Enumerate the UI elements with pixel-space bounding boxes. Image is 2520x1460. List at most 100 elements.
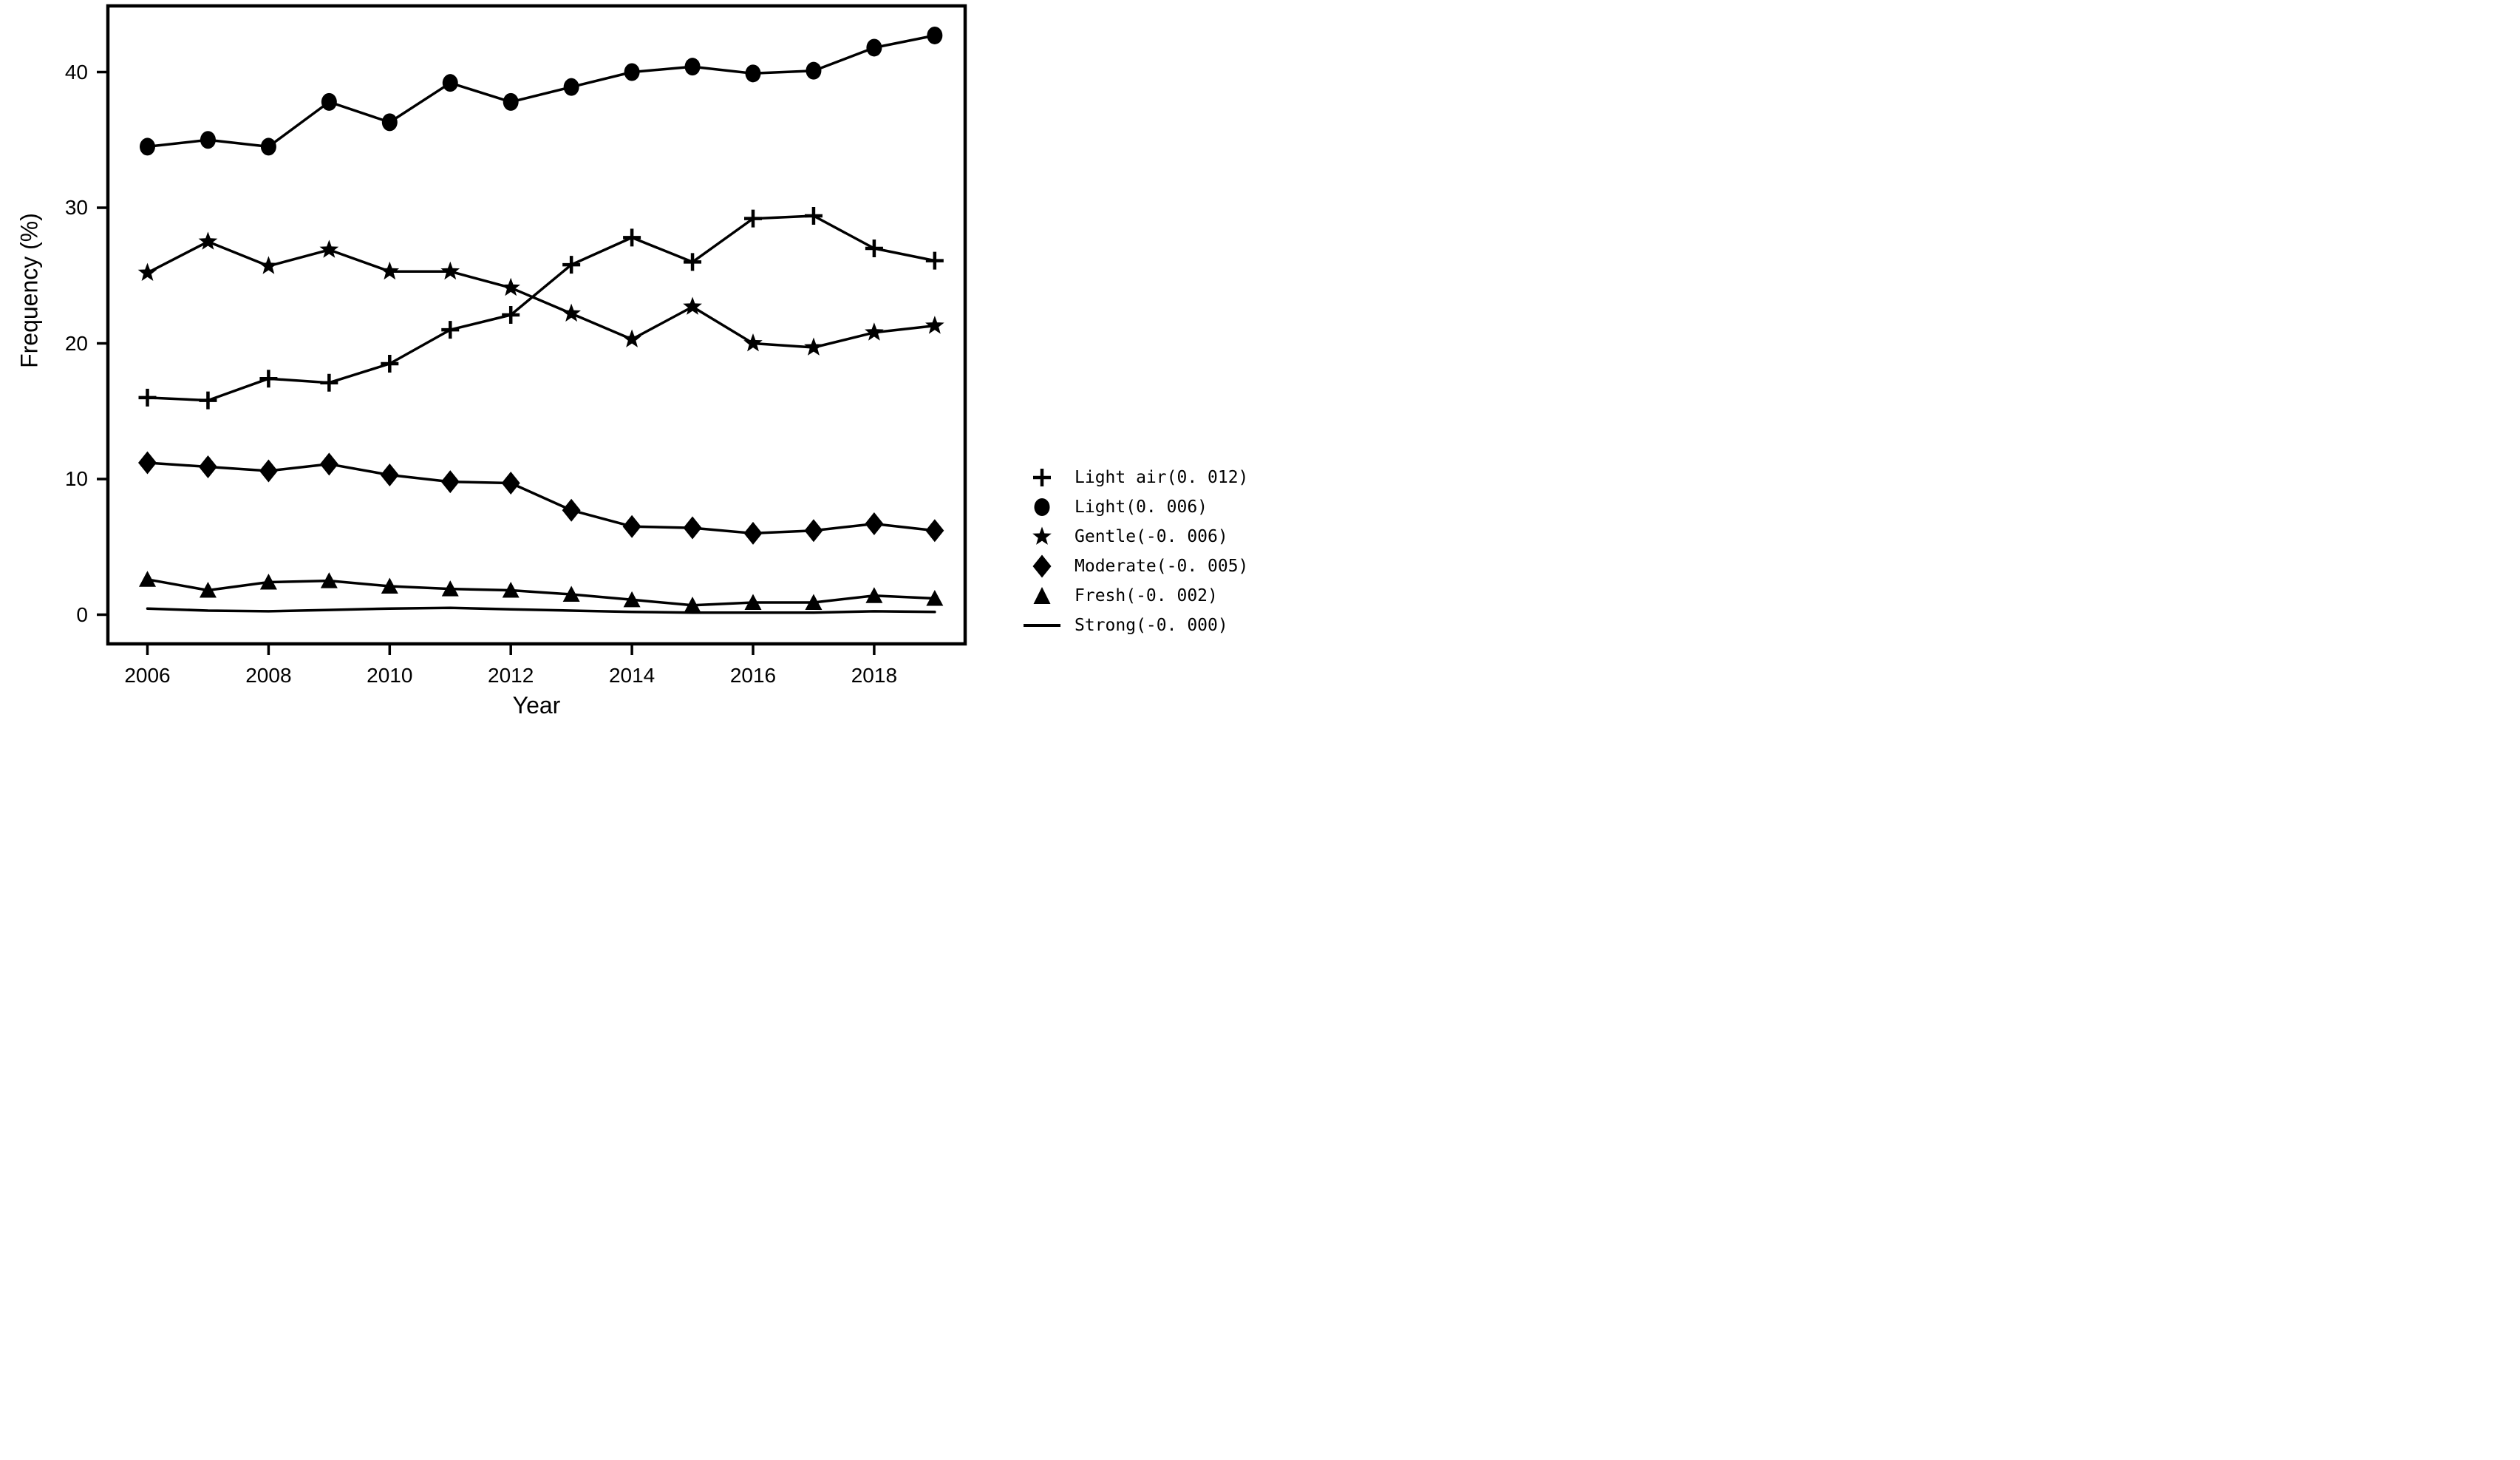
series-marker-light — [260, 137, 276, 156]
series-marker-fresh — [259, 573, 277, 590]
series-marker-light-air — [441, 321, 460, 339]
x-tick-label: 2018 — [851, 664, 898, 687]
series-marker-light — [140, 137, 155, 156]
legend-row-light-air: Light air(0. 012) — [1021, 463, 1248, 492]
series-marker-gentle — [622, 329, 641, 347]
series-marker-moderate — [501, 472, 520, 495]
series-marker-moderate — [319, 452, 338, 476]
series-marker-gentle — [501, 277, 520, 296]
y-tick-label: 10 — [64, 467, 88, 490]
x-tick-label: 2006 — [124, 664, 171, 687]
series-marker-moderate — [198, 455, 217, 478]
series-marker-light-air — [259, 370, 278, 388]
y-tick-label: 40 — [64, 60, 88, 84]
series-marker-light — [200, 131, 216, 149]
series-marker-light-air — [623, 228, 641, 247]
y-tick-label: 0 — [76, 602, 88, 626]
legend-label-fresh: Fresh(-0. 002) — [1075, 586, 1218, 605]
series-line-fresh — [146, 578, 936, 607]
series-marker-gentle — [380, 261, 400, 280]
series-marker-fresh — [623, 591, 641, 608]
series-marker-light — [927, 26, 943, 44]
series-marker-fresh — [502, 581, 520, 598]
series-marker-moderate — [925, 519, 944, 543]
series-marker-light — [624, 63, 640, 81]
circle-marker-icon — [1034, 498, 1050, 516]
x-tick-label: 2014 — [608, 664, 655, 687]
legend-label-light: Light(0. 006) — [1075, 498, 1208, 517]
series-marker-fresh — [926, 589, 944, 606]
series-marker-moderate — [562, 498, 581, 522]
series-marker-light-air — [562, 256, 581, 274]
legend-label-strong: Strong(-0. 000) — [1075, 616, 1228, 635]
series-marker-gentle — [562, 303, 581, 322]
series-marker-gentle — [743, 333, 763, 352]
series-marker-fresh — [320, 572, 338, 588]
series-marker-fresh — [441, 580, 459, 597]
legend: Light air(0. 012) Light(0. 006) Gentle(-… — [1021, 463, 1248, 640]
legend-label-light-air: Light air(0. 012) — [1075, 468, 1249, 487]
figure-canvas: Frequency (%) Year 0 10 20 30 40 2006 2008 2010… — [0, 0, 1260, 730]
series-marker-light-air — [804, 207, 823, 225]
series-marker-moderate — [259, 459, 278, 483]
series-marker-gentle — [137, 262, 157, 281]
series-marker-light-air — [199, 391, 217, 410]
series-marker-fresh — [139, 571, 156, 587]
series-marker-light — [381, 113, 398, 132]
series-marker-fresh — [744, 594, 762, 610]
series-marker-fresh — [684, 597, 701, 613]
x-axis-title: Year — [512, 692, 561, 719]
series-marker-gentle — [259, 256, 279, 274]
series-marker-gentle — [319, 240, 339, 258]
series-marker-light-air — [381, 355, 399, 373]
series-marker-moderate — [380, 463, 399, 486]
legend-row-light: Light(0. 006) — [1021, 492, 1248, 522]
series-marker-gentle — [865, 322, 884, 341]
series-marker-light — [745, 64, 761, 83]
series-marker-light — [503, 92, 519, 111]
series-line-light — [146, 34, 936, 149]
series-marker-fresh — [199, 581, 217, 598]
legend-row-gentle: Gentle(-0. 006) — [1021, 522, 1248, 551]
series-marker-moderate — [743, 521, 763, 545]
legend-row-fresh: Fresh(-0. 002) — [1021, 581, 1248, 611]
series-marker-moderate — [865, 512, 884, 536]
x-tick-label: 2012 — [488, 664, 534, 687]
series-marker-moderate — [683, 516, 702, 540]
legend-row-strong: Strong(-0. 000) — [1021, 611, 1248, 640]
diamond-marker-icon — [1032, 554, 1052, 578]
series-marker-light-air — [684, 253, 702, 271]
plot-border — [106, 4, 967, 646]
series-marker-light-air — [925, 251, 944, 270]
line-marker-icon — [1024, 624, 1060, 627]
series-marker-light — [866, 38, 882, 57]
series-marker-fresh — [562, 585, 580, 602]
series-marker-light — [442, 74, 458, 92]
series-line-strong — [146, 606, 936, 614]
chart-svg — [97, 4, 967, 655]
series-line-moderate — [146, 461, 936, 535]
series-marker-light — [321, 92, 337, 111]
series-line-light-air — [146, 214, 936, 402]
series-marker-fresh — [865, 587, 883, 603]
series-marker-gentle — [925, 316, 944, 334]
y-tick-label: 30 — [64, 196, 88, 219]
x-tick-label: 2008 — [245, 664, 292, 687]
series-marker-light — [563, 78, 579, 96]
series-marker-fresh — [381, 577, 398, 594]
x-tick-label: 2010 — [367, 664, 413, 687]
legend-row-moderate: Moderate(-0. 005) — [1021, 551, 1248, 581]
series-marker-gentle — [198, 231, 218, 250]
series-marker-light-air — [865, 240, 883, 258]
x-tick-label: 2016 — [729, 664, 777, 687]
y-tick-label: 20 — [64, 331, 88, 355]
series-marker-gentle — [683, 296, 702, 315]
series-marker-light-air — [502, 305, 520, 324]
series-marker-gentle — [440, 261, 460, 280]
legend-label-moderate: Moderate(-0. 005) — [1075, 557, 1249, 576]
series-marker-moderate — [804, 519, 823, 543]
series-marker-fresh — [805, 594, 823, 610]
series-marker-moderate — [622, 515, 641, 538]
series-marker-light — [684, 58, 701, 76]
triangle-marker-icon — [1033, 587, 1051, 604]
